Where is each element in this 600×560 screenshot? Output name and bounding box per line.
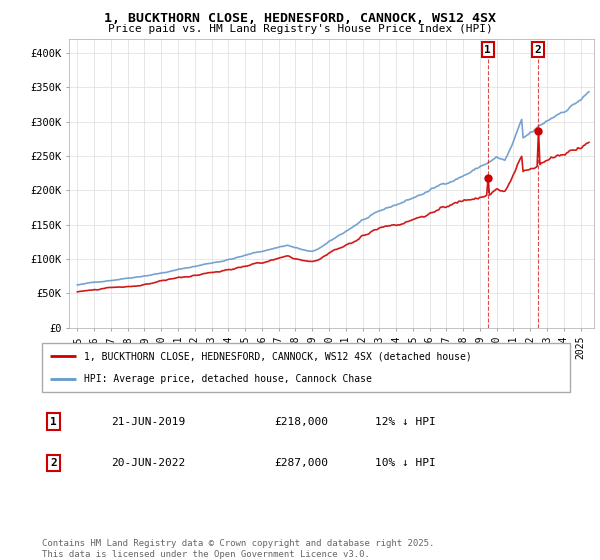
Text: 10% ↓ HPI: 10% ↓ HPI (374, 458, 436, 468)
Text: Price paid vs. HM Land Registry's House Price Index (HPI): Price paid vs. HM Land Registry's House … (107, 24, 493, 34)
Text: £287,000: £287,000 (274, 458, 328, 468)
Text: 1, BUCKTHORN CLOSE, HEDNESFORD, CANNOCK, WS12 4SX: 1, BUCKTHORN CLOSE, HEDNESFORD, CANNOCK,… (104, 12, 496, 25)
Text: 1, BUCKTHORN CLOSE, HEDNESFORD, CANNOCK, WS12 4SX (detached house): 1, BUCKTHORN CLOSE, HEDNESFORD, CANNOCK,… (84, 351, 472, 361)
Text: £218,000: £218,000 (274, 417, 328, 427)
Text: HPI: Average price, detached house, Cannock Chase: HPI: Average price, detached house, Cann… (84, 374, 372, 384)
Text: 21-JUN-2019: 21-JUN-2019 (110, 417, 185, 427)
Text: 1: 1 (484, 44, 491, 54)
Text: Contains HM Land Registry data © Crown copyright and database right 2025.
This d: Contains HM Land Registry data © Crown c… (42, 539, 434, 559)
Text: 2: 2 (50, 458, 57, 468)
Text: 12% ↓ HPI: 12% ↓ HPI (374, 417, 436, 427)
FancyBboxPatch shape (42, 343, 570, 392)
Text: 2: 2 (535, 44, 542, 54)
Text: 20-JUN-2022: 20-JUN-2022 (110, 458, 185, 468)
Text: 1: 1 (50, 417, 57, 427)
